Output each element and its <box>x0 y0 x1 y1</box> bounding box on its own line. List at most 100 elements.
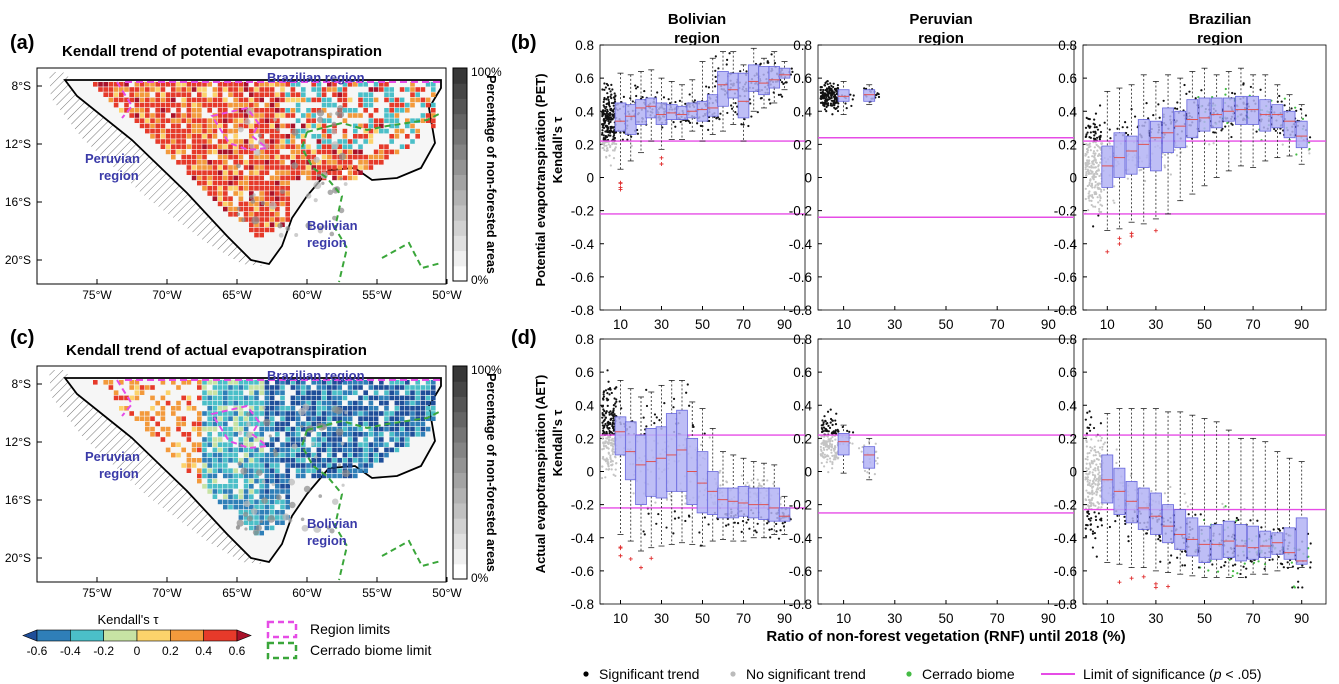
point-not-significant <box>1099 203 1102 206</box>
point-significant <box>851 98 854 101</box>
trend-pixel <box>238 416 244 421</box>
trend-pixel <box>316 400 322 406</box>
trend-pixel <box>327 442 332 447</box>
point-not-significant <box>824 455 827 458</box>
point-not-significant <box>860 450 863 453</box>
trend-pixel <box>363 390 368 395</box>
trend-pixel <box>342 165 348 170</box>
point-significant <box>734 111 737 114</box>
trend-pixel <box>384 452 389 458</box>
trend-pixel <box>191 149 197 155</box>
trend-pixel <box>373 160 379 165</box>
trend-pixel <box>389 118 394 123</box>
trend-pixel <box>389 395 394 401</box>
point-not-significant <box>826 435 829 438</box>
trend-pixel <box>259 432 264 437</box>
point-not-significant <box>1099 439 1103 442</box>
trend-pixel <box>327 447 332 453</box>
trend-pixel <box>113 92 119 97</box>
point-significant <box>750 115 753 118</box>
trend-pixel <box>233 504 238 510</box>
point-not-significant <box>1089 446 1092 449</box>
plot-frame <box>817 44 1075 311</box>
trend-pixel <box>431 118 436 123</box>
trend-pixel <box>233 149 238 155</box>
trend-pixel <box>316 175 322 181</box>
trend-pixel <box>358 149 363 155</box>
point-not-significant <box>829 437 833 440</box>
trend-pixel <box>228 128 233 134</box>
trend-pixel <box>269 108 275 113</box>
point-significant <box>766 522 769 525</box>
trend-pixel <box>425 400 431 406</box>
nonforest-patch <box>261 479 266 484</box>
trend-pixel <box>150 134 155 139</box>
point-significant <box>832 85 835 89</box>
outlier-marker <box>618 553 623 558</box>
trend-pixel <box>363 380 368 385</box>
trend-pixel <box>228 494 233 499</box>
box <box>1150 120 1162 172</box>
point-not-significant <box>1085 489 1088 492</box>
trend-pixel <box>290 452 296 458</box>
trend-pixel <box>259 123 264 129</box>
point-significant <box>740 123 743 126</box>
trend-pixel <box>373 458 379 463</box>
trend-pixel <box>301 452 306 458</box>
nonforest-patch <box>301 524 309 532</box>
trend-pixel <box>228 170 233 175</box>
box <box>706 471 719 515</box>
trend-pixel <box>176 87 181 92</box>
point-not-significant <box>1086 169 1089 172</box>
point-significant <box>1093 134 1096 137</box>
trend-pixel <box>124 97 129 103</box>
point-not-significant <box>837 456 840 459</box>
trend-pixel <box>285 447 290 453</box>
trend-pixel <box>238 458 244 463</box>
y-tick-label: -0.4 <box>789 531 813 546</box>
trend-pixel <box>202 447 207 453</box>
point-significant <box>601 421 604 424</box>
point-not-significant <box>1089 145 1092 148</box>
trend-pixel <box>394 442 400 447</box>
trend-pixel <box>301 92 306 97</box>
point-not-significant <box>1094 180 1097 184</box>
trend-pixel <box>181 416 186 421</box>
nonforest-patch <box>282 513 290 521</box>
trend-pixel <box>212 191 218 196</box>
trend-pixel <box>165 128 171 134</box>
trend-pixel <box>259 206 264 212</box>
trend-pixel <box>207 123 212 129</box>
box <box>1174 110 1187 149</box>
trend-pixel <box>186 432 192 437</box>
point-significant <box>609 120 612 123</box>
colorbar-step <box>453 396 467 413</box>
boxplot-panels: 0.80.60.40.20-0.2-0.4-0.6-0.810 30 50 70 900… <box>571 38 1327 626</box>
trend-pixel <box>238 201 244 207</box>
point-significant <box>604 130 607 133</box>
trend-pixel <box>212 494 218 499</box>
trend-pixel <box>321 411 327 416</box>
trend-pixel <box>363 92 368 97</box>
trend-pixel <box>347 473 353 479</box>
trend-pixel <box>228 186 233 191</box>
point-not-significant <box>611 442 614 445</box>
point-not-significant <box>1175 154 1179 157</box>
trend-pixel <box>337 380 342 385</box>
nonforest-patch <box>331 128 337 135</box>
point-significant <box>1098 138 1101 141</box>
nonforest-patch <box>263 418 271 427</box>
trend-pixel <box>212 447 218 453</box>
trend-pixel <box>243 149 249 155</box>
trend-pixel <box>389 139 394 144</box>
trend-pixel <box>217 447 223 453</box>
trend-pixel <box>197 118 202 123</box>
trend-pixel <box>207 170 212 175</box>
trend-pixel <box>202 426 207 432</box>
trend-pixel <box>202 473 207 479</box>
trend-pixel <box>191 426 197 432</box>
colorbar-step <box>453 563 467 580</box>
trend-pixel <box>311 87 316 92</box>
trend-pixel <box>228 212 233 217</box>
trend-pixel <box>399 442 405 447</box>
